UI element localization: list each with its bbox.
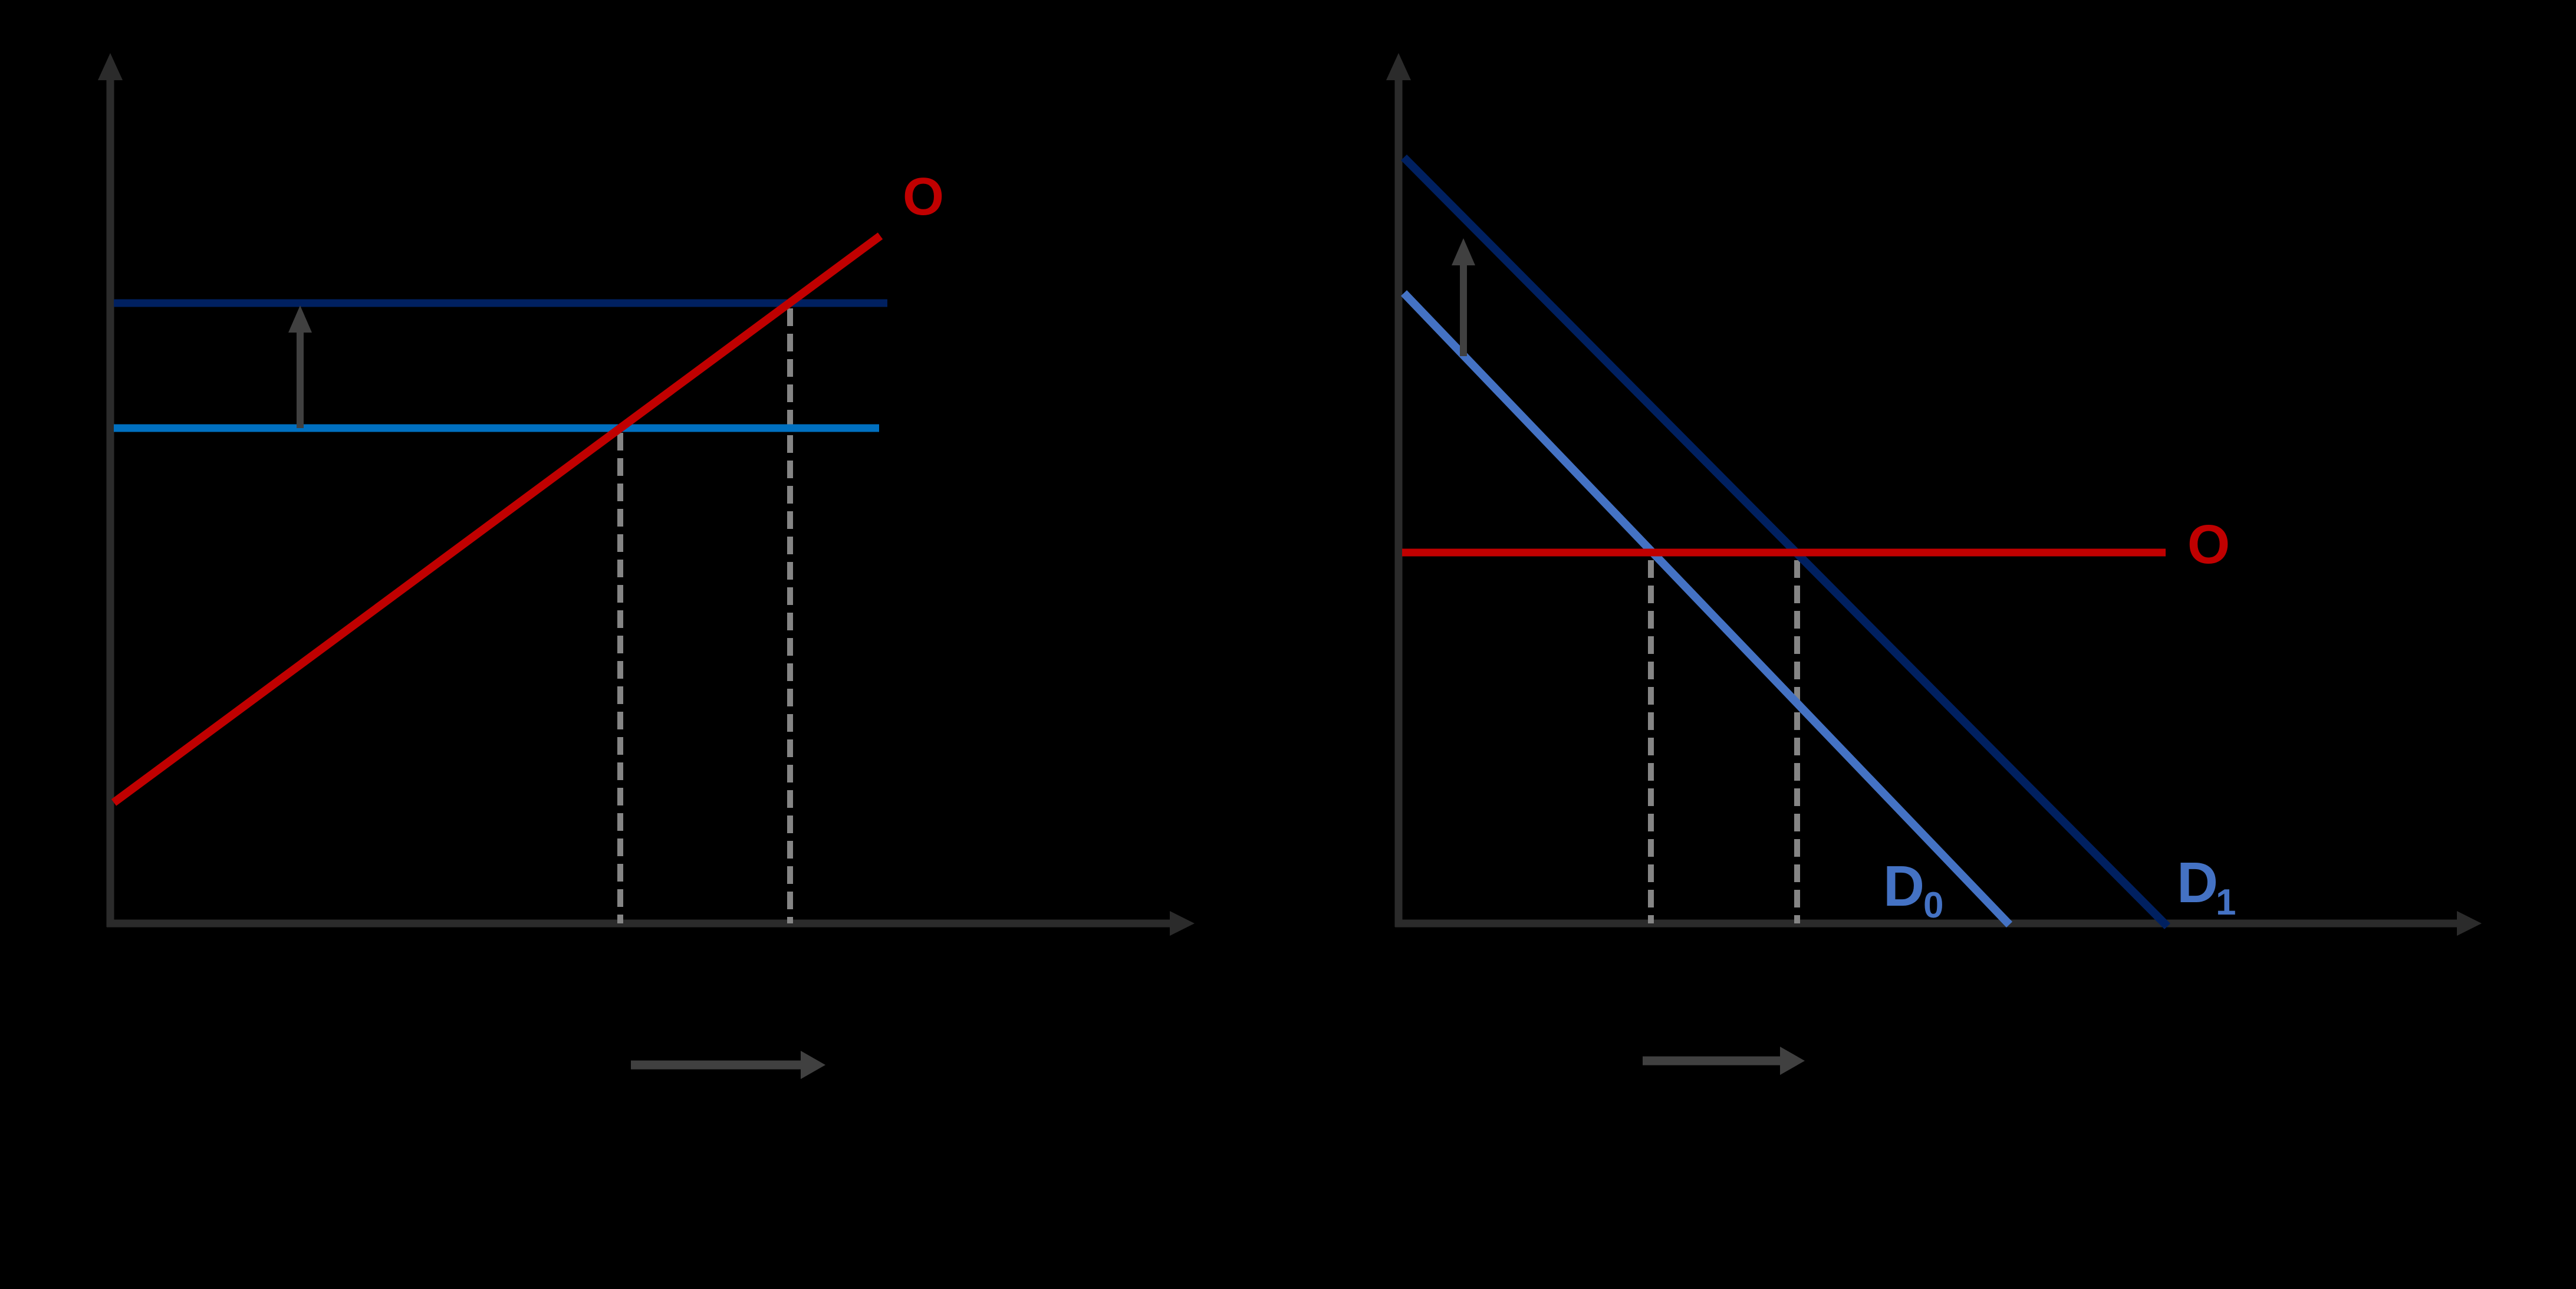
svg-text:1: 1: [2216, 882, 2236, 923]
svg-text:D: D: [2177, 850, 2218, 915]
svg-text:O: O: [903, 167, 944, 226]
svg-text:D: D: [1883, 854, 1924, 918]
svg-text:0: 0: [1923, 885, 1943, 926]
svg-text:O: O: [2187, 514, 2230, 575]
